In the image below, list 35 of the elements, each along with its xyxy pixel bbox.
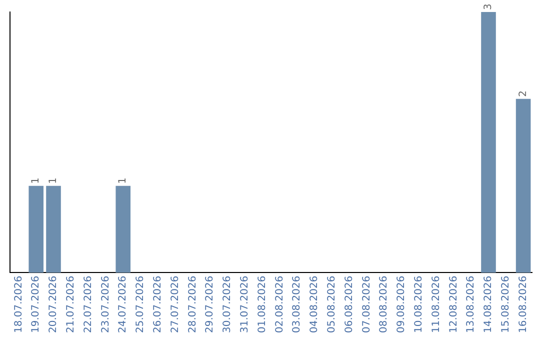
data-label: 1 xyxy=(118,177,129,184)
x-tick-label: 02.08.2026 xyxy=(274,276,286,334)
x-tick-label: 26.07.2026 xyxy=(152,276,164,334)
x-tick-label: 10.08.2026 xyxy=(413,276,424,334)
data-label: 1 xyxy=(48,177,60,184)
x-tick-label: 28.07.2026 xyxy=(187,276,198,334)
x-tick-label: 19.07.2026 xyxy=(30,276,42,334)
x-tick-label: 21.07.2026 xyxy=(65,276,76,334)
x-tick-label: 20.07.2026 xyxy=(48,276,60,334)
x-tick-label: 27.07.2026 xyxy=(170,276,181,334)
x-tick-label: 04.08.2026 xyxy=(309,276,320,334)
x-tick-label: 08.08.2026 xyxy=(378,276,390,334)
x-tick-label: 18.07.2026 xyxy=(13,276,24,334)
x-tick-label: 06.08.2026 xyxy=(344,276,355,334)
data-label: 1 xyxy=(30,177,42,184)
data-label: 2 xyxy=(518,90,529,97)
x-tick-label: 22.07.2026 xyxy=(82,276,94,334)
x-tick-label: 01.08.2026 xyxy=(256,276,268,334)
x-tick-label: 30.07.2026 xyxy=(222,276,234,334)
x-tick-label: 16.08.2026 xyxy=(518,276,529,334)
x-tick-label: 14.08.2026 xyxy=(483,276,494,334)
x-tick-label: 29.07.2026 xyxy=(204,276,216,334)
x-tick-label: 13.08.2026 xyxy=(466,276,477,334)
x-tick-label: 03.08.2026 xyxy=(292,276,303,334)
x-tick-label: 31.07.2026 xyxy=(239,276,250,334)
x-tick-label: 05.08.2026 xyxy=(326,276,338,334)
data-label: 3 xyxy=(483,4,494,10)
x-tick-label: 23.07.2026 xyxy=(100,276,112,334)
x-tick-label: 09.08.2026 xyxy=(396,276,408,334)
x-tick-label: 25.07.2026 xyxy=(135,276,146,334)
x-tick-label: 11.08.2026 xyxy=(430,276,442,334)
x-tick-label: 15.08.2026 xyxy=(500,276,512,334)
x-tick-label: 24.07.2026 xyxy=(118,276,129,334)
x-tick-label: 12.08.2026 xyxy=(448,276,460,334)
x-tick-label: 07.08.2026 xyxy=(361,276,372,334)
